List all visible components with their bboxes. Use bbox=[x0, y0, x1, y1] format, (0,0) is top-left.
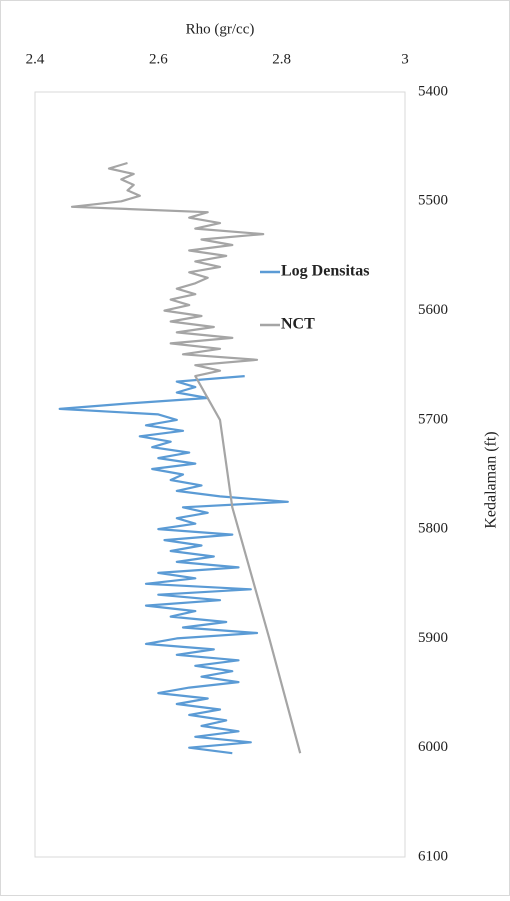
x-tick-label: 2.8 bbox=[272, 51, 291, 67]
y-tick-label: 5400 bbox=[418, 83, 448, 99]
y-tick-label: 5600 bbox=[418, 302, 448, 318]
legend-label: NCT bbox=[281, 316, 315, 333]
y-tick-label: 5900 bbox=[418, 630, 448, 646]
series-line bbox=[58, 375, 289, 755]
legend-label: Log Densitas bbox=[281, 263, 369, 280]
y-tick-label: 5800 bbox=[418, 521, 448, 537]
y-tick-label: 6100 bbox=[418, 848, 448, 864]
x-axis-title: Rho (gr/cc) bbox=[186, 21, 255, 37]
x-tick-label: 3 bbox=[401, 51, 409, 67]
series-line bbox=[70, 161, 302, 754]
y-tick-label: 6000 bbox=[418, 739, 448, 755]
x-tick-label: 2.6 bbox=[149, 51, 168, 67]
y-axis-title: Kedalaman (ft) bbox=[483, 431, 500, 528]
x-tick-label: 2.4 bbox=[26, 51, 45, 67]
plot-area bbox=[34, 91, 406, 858]
y-tick-label: 5500 bbox=[418, 193, 448, 209]
y-tick-label: 5700 bbox=[418, 411, 448, 427]
